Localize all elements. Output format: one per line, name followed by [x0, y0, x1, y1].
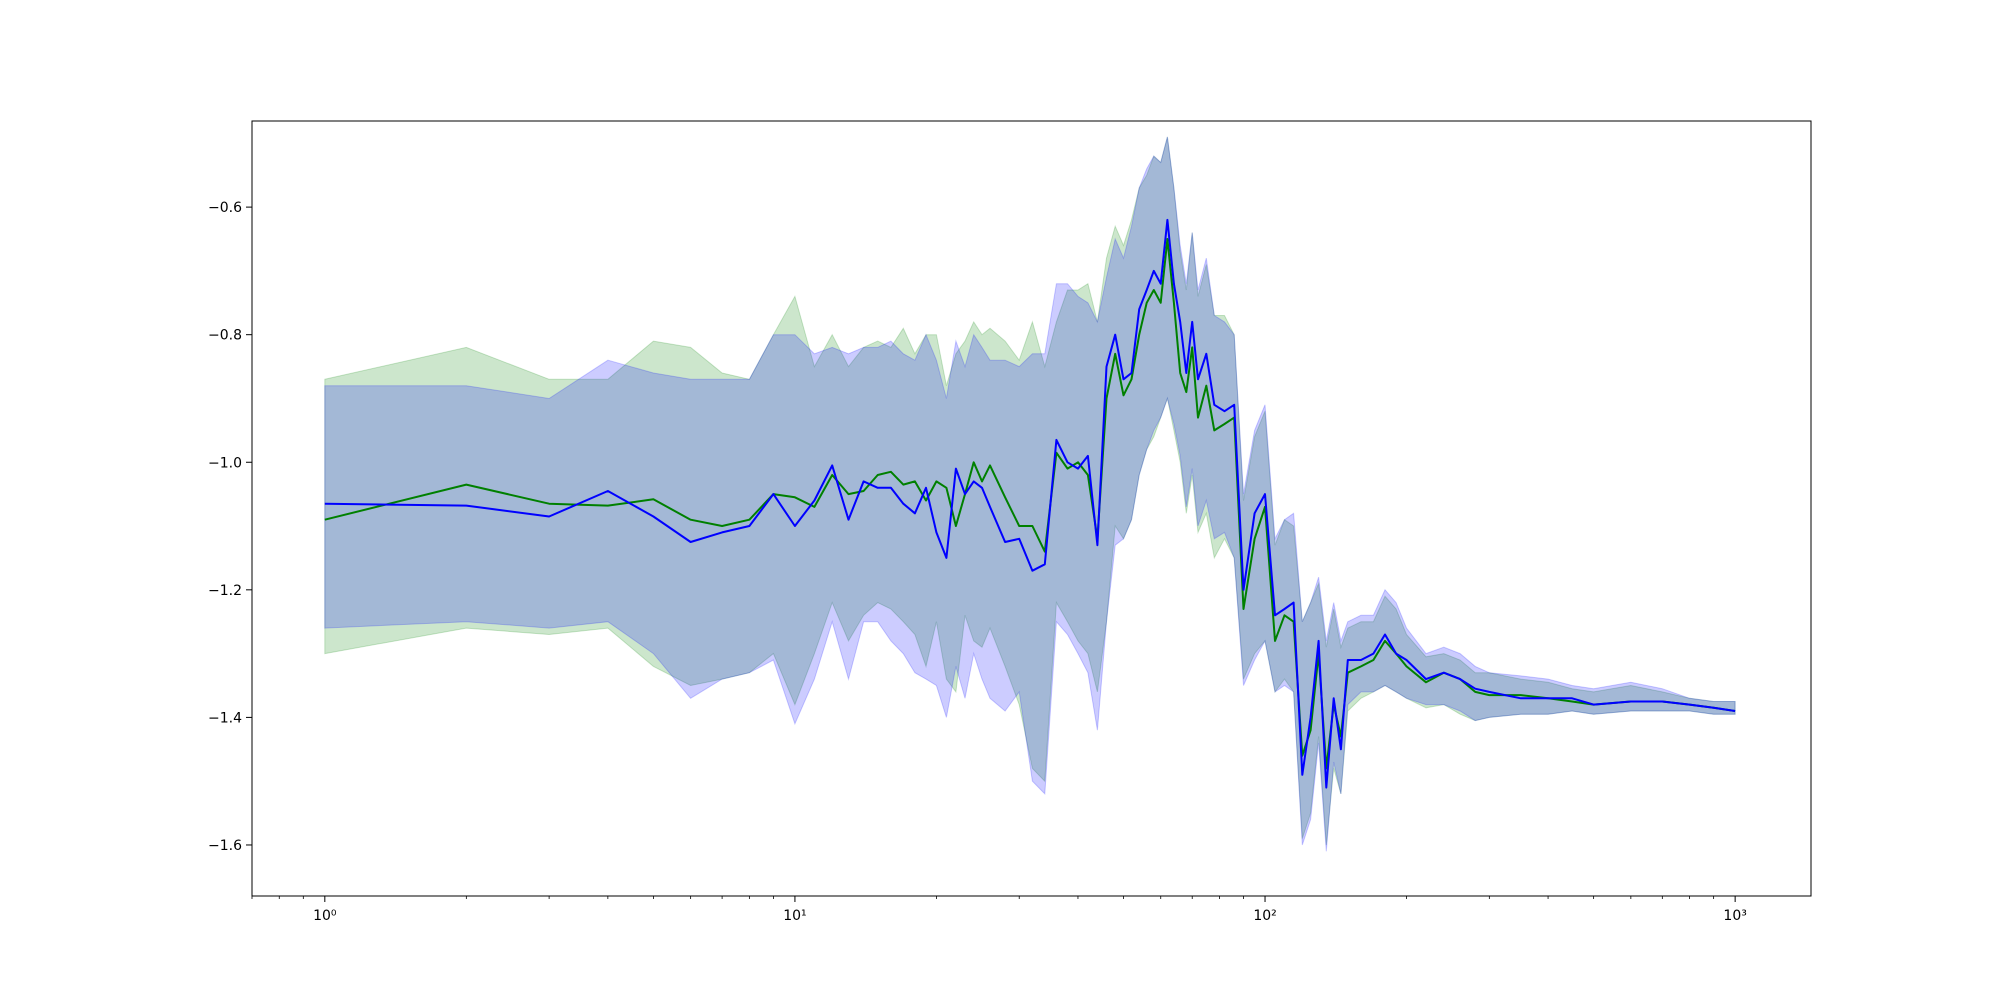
x-tick-label: 10³	[1723, 908, 1746, 924]
series-0-line	[324, 238, 1736, 770]
y-axis-ticks: −0.6 −0.8 −1.0 −1.2 −1.4 −1.6	[208, 200, 252, 854]
axes-frame	[251, 120, 1812, 897]
series-lines	[324, 218, 1736, 789]
x-axis-ticks: 10⁰ 10¹ 10² 10³	[251, 896, 1747, 924]
series-0-band	[324, 136, 1736, 846]
series-1-line	[324, 218, 1736, 789]
x-tick-label: 10²	[1253, 908, 1276, 924]
y-tick-label: −0.8	[208, 328, 242, 344]
x-tick-label: 10⁰	[313, 908, 337, 924]
x-tick-label: 10¹	[783, 908, 806, 924]
y-tick-label: −1.0	[208, 455, 242, 471]
confidence-bands	[324, 136, 1736, 852]
series-1-band	[324, 136, 1736, 852]
y-tick-label: −1.6	[208, 838, 242, 854]
y-tick-label: −1.4	[208, 710, 242, 726]
y-tick-label: −0.6	[208, 200, 242, 216]
y-tick-label: −1.2	[208, 583, 242, 599]
